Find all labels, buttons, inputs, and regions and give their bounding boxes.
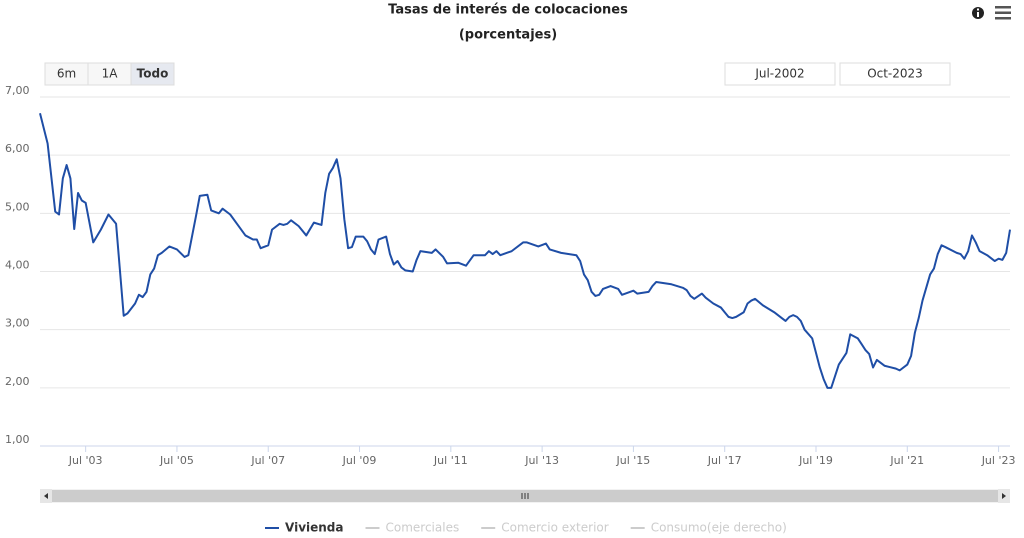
date-from-text: Jul-2002 bbox=[754, 67, 804, 81]
legend-item[interactable]: Comercio exterior bbox=[481, 521, 609, 535]
range-button[interactable]: 1A bbox=[87, 62, 132, 86]
y-tick-label: 5,00 bbox=[5, 200, 30, 213]
x-tick-label: Jul '07 bbox=[250, 454, 285, 467]
chart-subtitle: (porcentajes) bbox=[459, 28, 557, 43]
series-line bbox=[39, 113, 1011, 389]
legend-label: Consumo(eje derecho) bbox=[651, 521, 787, 535]
date-to-text: Oct-2023 bbox=[867, 67, 923, 81]
x-tick-label: Jul '23 bbox=[981, 454, 1016, 467]
chart-title: Tasas de interés de colocaciones bbox=[388, 3, 628, 18]
range-button[interactable]: 6m bbox=[44, 62, 89, 86]
date-from[interactable]: Jul-2002 bbox=[724, 62, 836, 86]
legend-label: Comercio exterior bbox=[501, 521, 609, 535]
x-tick-label: Jul '11 bbox=[433, 454, 468, 467]
legend-label: Vivienda bbox=[285, 521, 344, 535]
x-tick-label: Jul '13 bbox=[524, 454, 559, 467]
x-tick-label: Jul '09 bbox=[342, 454, 377, 467]
y-tick-label: 3,00 bbox=[5, 317, 30, 330]
range-button[interactable]: Todo bbox=[130, 62, 175, 86]
date-to[interactable]: Oct-2023 bbox=[839, 62, 951, 86]
x-tick-label: Jul '19 bbox=[798, 454, 833, 467]
scrollbar[interactable] bbox=[40, 489, 1010, 503]
button-label: 6m bbox=[57, 67, 76, 81]
button-label: 1A bbox=[102, 67, 119, 81]
legend-item[interactable]: Comerciales bbox=[365, 521, 460, 535]
legend-label: Comerciales bbox=[386, 521, 460, 535]
legend: Vivienda Comerciales Comercio exterior Cons… bbox=[265, 521, 787, 535]
menu-button[interactable] bbox=[995, 6, 1011, 20]
x-tick-label: Jul '21 bbox=[889, 454, 924, 467]
x-tick-label: Jul '05 bbox=[159, 454, 194, 467]
x-tick-label: Jul '17 bbox=[707, 454, 742, 467]
y-tick-label: 4,00 bbox=[5, 259, 30, 272]
y-tick-label: 2,00 bbox=[5, 375, 30, 388]
y-tick-label: 1,00 bbox=[5, 433, 30, 446]
y-tick-label: 7,00 bbox=[5, 84, 30, 97]
legend-item[interactable]: Vivienda bbox=[265, 521, 344, 535]
legend-item[interactable]: Consumo(eje derecho) bbox=[630, 521, 787, 535]
button-bg bbox=[130, 62, 175, 86]
range-buttons: 6m 1A Todo bbox=[44, 62, 175, 86]
button-label: Todo bbox=[137, 67, 169, 81]
info-button[interactable] bbox=[972, 7, 984, 19]
x-tick-label: Jul '03 bbox=[68, 454, 103, 467]
y-tick-label: 6,00 bbox=[5, 142, 30, 155]
x-tick-label: Jul '15 bbox=[616, 454, 651, 467]
